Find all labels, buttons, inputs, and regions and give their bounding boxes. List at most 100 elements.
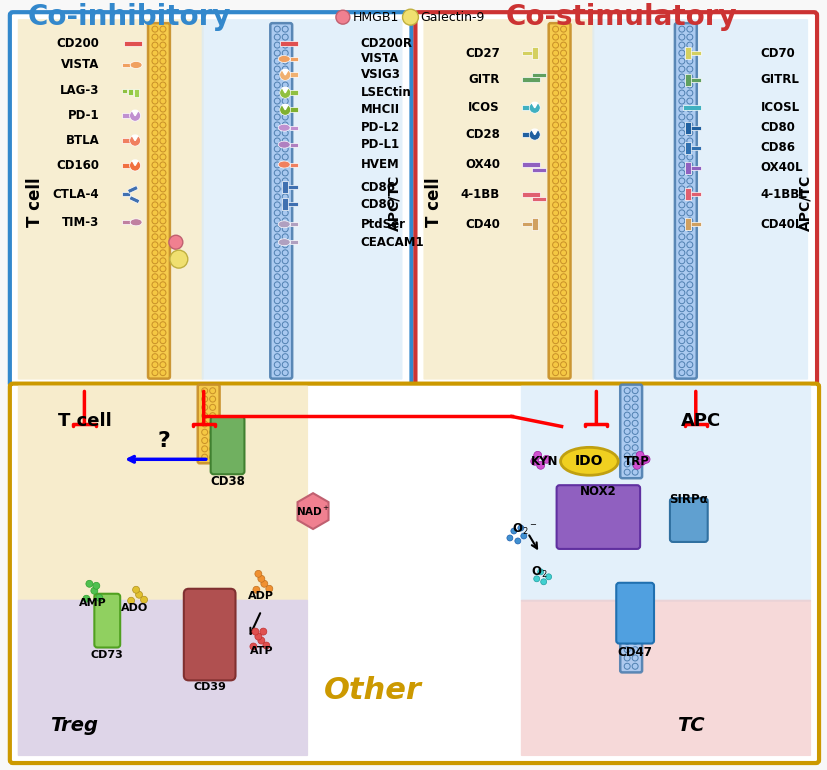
Circle shape bbox=[561, 122, 566, 128]
Circle shape bbox=[687, 242, 693, 248]
Circle shape bbox=[561, 346, 566, 352]
Text: VISTA: VISTA bbox=[361, 52, 399, 65]
Circle shape bbox=[282, 186, 288, 192]
Circle shape bbox=[275, 298, 280, 303]
Bar bbox=[134, 89, 139, 97]
Circle shape bbox=[632, 655, 638, 661]
Circle shape bbox=[282, 234, 288, 239]
Text: CD160: CD160 bbox=[56, 159, 99, 172]
Ellipse shape bbox=[278, 55, 290, 62]
Circle shape bbox=[160, 274, 166, 280]
Circle shape bbox=[210, 622, 216, 628]
Circle shape bbox=[265, 585, 273, 592]
Circle shape bbox=[152, 146, 158, 152]
Circle shape bbox=[275, 82, 280, 88]
Circle shape bbox=[687, 130, 693, 136]
Circle shape bbox=[561, 98, 566, 104]
Circle shape bbox=[687, 154, 693, 160]
Circle shape bbox=[282, 66, 288, 72]
Circle shape bbox=[538, 569, 543, 575]
FancyBboxPatch shape bbox=[10, 12, 412, 387]
Circle shape bbox=[561, 58, 566, 64]
FancyBboxPatch shape bbox=[184, 589, 236, 681]
Circle shape bbox=[541, 579, 547, 584]
Circle shape bbox=[679, 202, 685, 208]
Circle shape bbox=[160, 154, 166, 160]
Circle shape bbox=[552, 330, 558, 336]
Circle shape bbox=[275, 282, 280, 288]
Circle shape bbox=[210, 655, 216, 661]
Circle shape bbox=[624, 420, 630, 427]
Circle shape bbox=[687, 114, 693, 120]
Circle shape bbox=[93, 582, 100, 589]
Circle shape bbox=[280, 104, 290, 115]
Bar bbox=[122, 163, 131, 168]
Circle shape bbox=[687, 58, 693, 64]
Circle shape bbox=[210, 413, 216, 419]
Bar bbox=[290, 223, 299, 226]
Circle shape bbox=[552, 282, 558, 288]
Circle shape bbox=[552, 218, 558, 224]
Circle shape bbox=[552, 74, 558, 80]
Text: ICOSL: ICOSL bbox=[760, 102, 800, 114]
Circle shape bbox=[552, 50, 558, 56]
Circle shape bbox=[624, 461, 630, 467]
Circle shape bbox=[552, 266, 558, 272]
Circle shape bbox=[160, 370, 166, 376]
Bar bbox=[129, 196, 140, 203]
Bar bbox=[122, 220, 130, 224]
Circle shape bbox=[160, 226, 166, 232]
Circle shape bbox=[624, 428, 630, 434]
Circle shape bbox=[679, 58, 685, 64]
Bar bbox=[280, 41, 299, 45]
Circle shape bbox=[160, 178, 166, 184]
Circle shape bbox=[511, 528, 517, 534]
Circle shape bbox=[160, 338, 166, 343]
Circle shape bbox=[561, 266, 566, 272]
Circle shape bbox=[160, 322, 166, 328]
Bar bbox=[282, 182, 288, 193]
Circle shape bbox=[282, 122, 288, 128]
Circle shape bbox=[679, 313, 685, 320]
Circle shape bbox=[160, 42, 166, 48]
Circle shape bbox=[679, 34, 685, 40]
Circle shape bbox=[282, 346, 288, 352]
Circle shape bbox=[160, 186, 166, 192]
Circle shape bbox=[202, 446, 208, 452]
Circle shape bbox=[152, 42, 158, 48]
Circle shape bbox=[160, 66, 166, 72]
Circle shape bbox=[561, 226, 566, 232]
Circle shape bbox=[275, 353, 280, 360]
Circle shape bbox=[202, 437, 208, 444]
Circle shape bbox=[561, 170, 566, 176]
Circle shape bbox=[282, 26, 288, 32]
Circle shape bbox=[210, 454, 216, 460]
Circle shape bbox=[687, 186, 693, 192]
Circle shape bbox=[282, 114, 288, 120]
Bar bbox=[286, 203, 299, 206]
Circle shape bbox=[632, 647, 638, 653]
Circle shape bbox=[141, 596, 147, 603]
Circle shape bbox=[210, 647, 216, 653]
Circle shape bbox=[561, 90, 566, 96]
Bar bbox=[685, 74, 691, 86]
Circle shape bbox=[561, 154, 566, 160]
Circle shape bbox=[552, 194, 558, 200]
Bar bbox=[685, 122, 691, 134]
Bar bbox=[128, 89, 133, 95]
Circle shape bbox=[91, 588, 98, 594]
Circle shape bbox=[624, 396, 630, 402]
Bar bbox=[689, 126, 700, 129]
Circle shape bbox=[160, 146, 166, 152]
Circle shape bbox=[160, 90, 166, 96]
Wedge shape bbox=[132, 160, 138, 166]
Circle shape bbox=[210, 630, 216, 636]
Circle shape bbox=[679, 74, 685, 80]
FancyBboxPatch shape bbox=[270, 23, 292, 379]
Circle shape bbox=[160, 242, 166, 248]
Bar bbox=[522, 192, 540, 197]
Circle shape bbox=[152, 58, 158, 64]
Circle shape bbox=[552, 249, 558, 256]
Circle shape bbox=[336, 10, 350, 24]
FancyBboxPatch shape bbox=[202, 19, 403, 380]
